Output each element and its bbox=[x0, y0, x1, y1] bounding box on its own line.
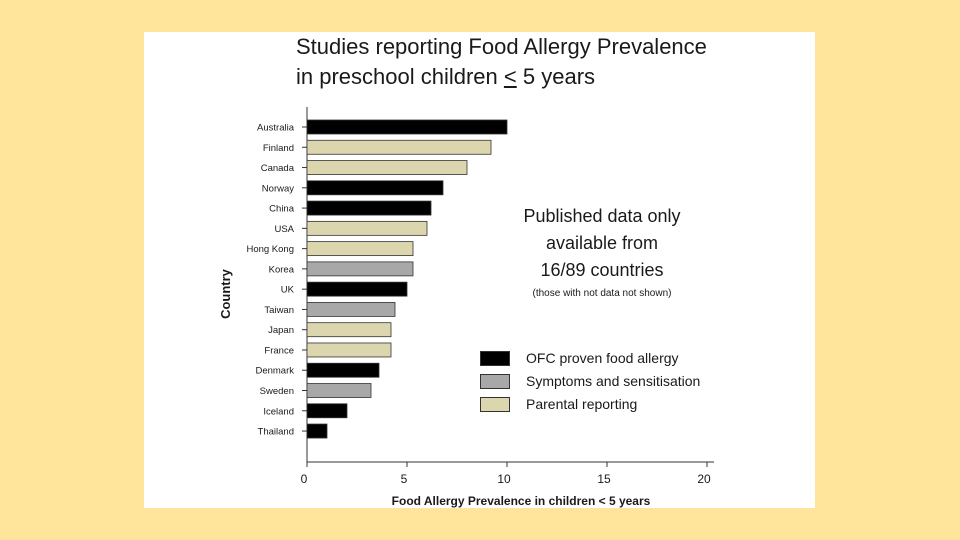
bar-norway bbox=[307, 181, 443, 195]
category-label-canada: Canada bbox=[261, 163, 295, 174]
category-label-taiwan: Taiwan bbox=[264, 305, 294, 316]
legend-swatch-parental bbox=[480, 397, 510, 412]
bar-japan bbox=[307, 323, 391, 337]
category-label-finland: Finland bbox=[263, 143, 294, 154]
category-label-usa: USA bbox=[274, 224, 294, 235]
bar-chart: Australia Finland Canada Norway China USA Hong… bbox=[0, 0, 960, 540]
bar-korea bbox=[307, 262, 413, 276]
legend-label-symptoms: Symptoms and sensitisation bbox=[526, 372, 700, 390]
legend-label-ofc: OFC proven food allergy bbox=[526, 349, 679, 367]
category-label-australia: Australia bbox=[257, 123, 295, 134]
bar-taiwan bbox=[307, 302, 395, 316]
category-label-hong-kong: Hong Kong bbox=[246, 244, 294, 255]
legend-swatch-symptoms bbox=[480, 374, 510, 389]
category-label-china: China bbox=[269, 204, 295, 215]
bar-australia bbox=[307, 120, 507, 134]
annotation-line-1: Published data only bbox=[494, 203, 710, 230]
bar-denmark bbox=[307, 363, 379, 377]
x-ticks-group: 0 5 10 15 20 bbox=[301, 462, 711, 486]
bar-usa bbox=[307, 221, 427, 235]
x-tick-label-20: 20 bbox=[697, 472, 711, 486]
x-tick-label-5: 5 bbox=[401, 472, 408, 486]
x-tick-label-0: 0 bbox=[301, 472, 308, 486]
category-label-uk: UK bbox=[281, 285, 295, 296]
category-label-france: France bbox=[264, 345, 294, 356]
bar-canada bbox=[307, 161, 467, 175]
category-label-denmark: Denmark bbox=[255, 366, 294, 377]
category-label-sweden: Sweden bbox=[260, 386, 294, 397]
annotation-line-3: 16/89 countries bbox=[494, 257, 710, 284]
category-labels-group: Australia Finland Canada Norway China USA Hong… bbox=[246, 123, 307, 438]
annotation-note: Published data only available from 16/89… bbox=[494, 203, 710, 302]
x-tick-label-10: 10 bbox=[497, 472, 511, 486]
bar-china bbox=[307, 201, 431, 215]
legend-label-parental: Parental reporting bbox=[526, 395, 637, 413]
bar-finland bbox=[307, 140, 491, 154]
y-axis-title: Country bbox=[218, 268, 233, 319]
category-label-japan: Japan bbox=[268, 325, 294, 336]
x-axis-title: Food Allergy Prevalence in children < 5 … bbox=[392, 494, 651, 508]
bar-sweden bbox=[307, 384, 371, 398]
bar-france bbox=[307, 343, 391, 357]
category-label-iceland: Iceland bbox=[263, 406, 294, 417]
category-label-korea: Korea bbox=[269, 264, 295, 275]
annotation-line-2: available from bbox=[494, 230, 710, 257]
category-label-norway: Norway bbox=[262, 183, 294, 194]
bar-thailand bbox=[307, 424, 327, 438]
bar-uk bbox=[307, 282, 407, 296]
bar-iceland bbox=[307, 404, 347, 418]
bars-group bbox=[307, 120, 507, 438]
bar-hong-kong bbox=[307, 242, 413, 256]
x-tick-label-15: 15 bbox=[597, 472, 611, 486]
category-label-thailand: Thailand bbox=[258, 427, 294, 438]
legend-swatch-ofc bbox=[480, 351, 510, 366]
annotation-footnote: (those with not data not shown) bbox=[494, 286, 710, 302]
